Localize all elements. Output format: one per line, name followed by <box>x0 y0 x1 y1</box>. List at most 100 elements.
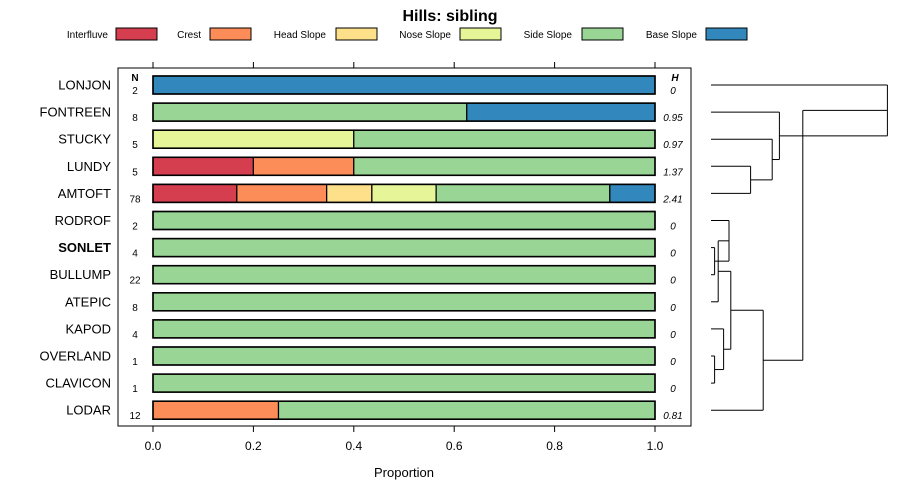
legend-swatch <box>209 27 252 41</box>
row-label: LONJON <box>58 78 111 93</box>
h-label: 2.41 <box>662 194 682 205</box>
legend-label: Head Slope <box>274 30 327 41</box>
legend-swatch <box>705 27 748 41</box>
row-label: STUCKY <box>58 132 111 147</box>
h-label: 0 <box>670 222 676 233</box>
n-label: 4 <box>132 330 138 341</box>
bars-layer <box>152 75 656 421</box>
bar-segment <box>152 373 656 393</box>
bar-segment <box>152 75 656 95</box>
n-label: 12 <box>129 411 141 422</box>
bar-outline <box>152 291 656 312</box>
n-label: 5 <box>132 167 138 178</box>
bar-segment <box>152 156 255 176</box>
h-label: 0 <box>670 249 676 260</box>
bar-segment <box>152 102 468 122</box>
n-label: 8 <box>132 303 138 314</box>
row-label: KAPOD <box>65 321 111 336</box>
h-labels: 0 0.95 0.97 1.37 2.41 0 0 0 0 0 0 0 0.81 <box>662 86 683 422</box>
row-label: FONTREEN <box>40 105 112 120</box>
row-label: SONLET <box>58 240 111 255</box>
h-label: 0 <box>670 330 676 341</box>
bar-segment <box>152 129 355 149</box>
bar-segment <box>353 129 656 149</box>
legend-label: Side Slope <box>524 30 573 41</box>
n-label: 5 <box>132 140 138 151</box>
x-tick-label: 0.4 <box>345 439 362 453</box>
n-label: 2 <box>132 86 138 97</box>
bar-segment <box>326 183 373 203</box>
row-label: BULLUMP <box>50 267 111 282</box>
h-label: 0 <box>670 357 676 368</box>
bar-outline <box>152 373 656 393</box>
row-label: LUNDY <box>67 159 111 174</box>
n-label: 78 <box>129 194 141 205</box>
h-label: 0.97 <box>663 140 683 151</box>
legend-label: Base Slope <box>646 30 698 41</box>
bar-segment <box>609 183 656 203</box>
bar-outline <box>152 75 656 95</box>
n-column-header: N <box>131 73 138 84</box>
bar-outline <box>152 319 656 339</box>
legend: Interfluve Crest Head Slope Nose Slope Side … <box>67 27 748 41</box>
x-tick-label: 0.6 <box>446 439 463 453</box>
x-tick-label: 1.0 <box>647 439 664 453</box>
n-labels: 2 8 5 5 78 2 4 22 8 4 1 1 12 <box>129 86 141 422</box>
row-label: RODROF <box>55 213 111 228</box>
bar-outline <box>152 102 656 122</box>
row-label: CLAVICON <box>46 376 112 391</box>
legend-label: Crest <box>177 30 201 41</box>
bar-segment <box>252 156 355 176</box>
x-tick-label: 0.0 <box>145 439 162 453</box>
legend-swatch <box>115 27 158 41</box>
bar-outline <box>152 237 656 258</box>
n-label: 22 <box>129 276 141 287</box>
bar-segment <box>152 319 656 339</box>
legend-swatch <box>335 27 378 41</box>
plot-panel <box>117 67 692 427</box>
n-label: 8 <box>132 113 138 124</box>
h-label: 0 <box>670 276 676 287</box>
bar-outline <box>152 129 656 149</box>
h-label: 0 <box>670 384 676 395</box>
row-label: LODAR <box>66 403 111 418</box>
x-tick-label: 0.8 <box>546 439 563 453</box>
bar-segment <box>152 400 280 420</box>
dendrogram <box>711 84 888 411</box>
legend-swatch <box>459 27 502 41</box>
bar-segment <box>466 102 656 122</box>
h-column-header: H <box>671 73 679 84</box>
bar-outline <box>152 183 656 204</box>
h-label: 0.81 <box>663 411 682 422</box>
bar-segment <box>152 292 656 312</box>
row-label: ATEPIC <box>65 294 111 309</box>
bar-outline <box>152 210 656 231</box>
h-label: 0 <box>670 86 676 97</box>
n-label: 2 <box>132 222 138 233</box>
bar-segment <box>152 346 656 366</box>
bar-outline <box>152 156 656 177</box>
row-label: OVERLAND <box>39 349 111 364</box>
n-label: 1 <box>132 357 138 368</box>
bar-segment <box>236 183 328 203</box>
bar-outline <box>152 400 656 421</box>
bar-segment <box>277 400 656 420</box>
bar-segment <box>152 238 656 258</box>
h-label: 0.95 <box>663 113 683 124</box>
legend-label: Nose Slope <box>399 30 451 41</box>
bar-segment <box>152 265 656 285</box>
x-tick-label: 0.2 <box>245 439 262 453</box>
bar-segment <box>371 183 437 203</box>
bar-outline <box>152 264 656 285</box>
bar-segment <box>353 156 656 176</box>
h-label: 1.37 <box>663 167 683 178</box>
bar-segment <box>435 183 611 203</box>
x-axis-title: Proportion <box>374 465 434 480</box>
row-label: AMTOFT <box>58 186 111 201</box>
bar-segment <box>152 210 656 231</box>
h-label: 0 <box>670 303 676 314</box>
x-axis: 0.0 0.2 0.4 0.6 0.8 1.0 <box>145 62 664 453</box>
n-label: 4 <box>132 249 138 260</box>
row-labels: LONJON FONTREEN STUCKY LUNDY AMTOFT RODROF SON… <box>39 78 111 418</box>
